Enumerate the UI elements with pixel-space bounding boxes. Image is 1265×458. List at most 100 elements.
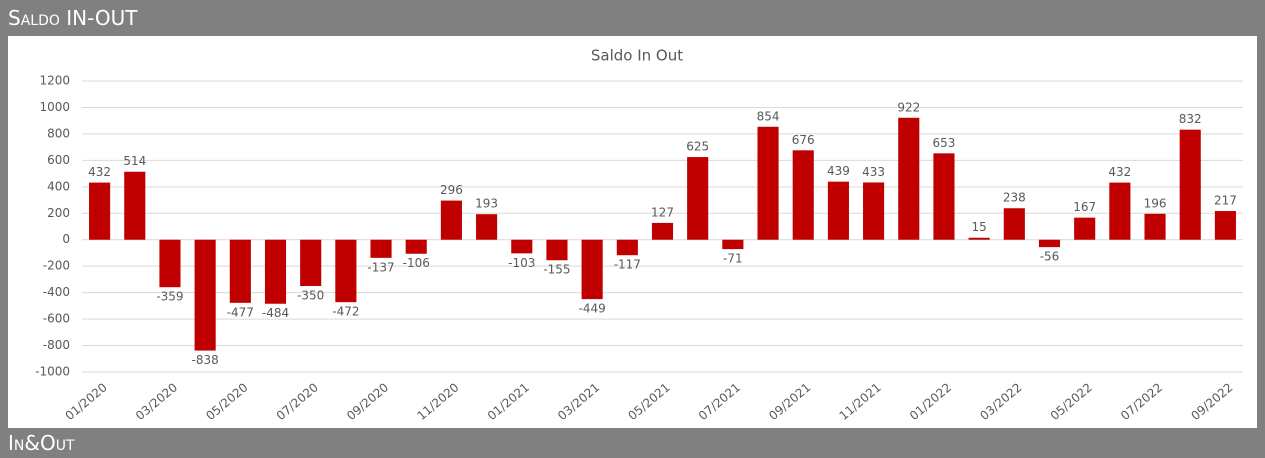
data-label: 433 (862, 165, 885, 179)
data-label: 217 (1214, 194, 1237, 208)
x-tick-label: 07/2020 (274, 380, 321, 423)
data-label: 167 (1073, 200, 1096, 214)
section-header: In&Out (0, 428, 1265, 458)
data-label: 922 (897, 100, 920, 114)
x-tick-label: 01/2022 (907, 380, 954, 423)
chart: Saldo In Out -1000 -800 -600 -400 -200 0 200 40… (8, 36, 1257, 428)
data-label: 238 (1003, 191, 1026, 205)
data-label: 193 (475, 197, 498, 211)
chart-title: Saldo In Out (591, 47, 683, 65)
bar (124, 171, 146, 240)
data-label: -155 (543, 263, 570, 277)
bar (300, 239, 322, 287)
bar (1038, 239, 1061, 248)
x-tick-label: 07/2021 (696, 380, 743, 423)
data-label: 432 (88, 165, 111, 179)
y-tick-label: -200 (43, 259, 70, 273)
y-tick-label: 1000 (39, 100, 70, 114)
y-tick-label: -400 (43, 285, 70, 299)
data-label: -449 (579, 302, 606, 316)
bar (194, 239, 216, 351)
bar (511, 239, 533, 254)
data-label: 296 (440, 183, 463, 197)
bar (687, 157, 709, 240)
x-tick-label: 09/2020 (344, 380, 391, 423)
data-label: 625 (686, 140, 709, 154)
bar (546, 239, 568, 261)
bar (1144, 213, 1166, 240)
y-tick-label: -600 (43, 312, 70, 326)
data-label: 653 (933, 136, 956, 150)
bar (898, 117, 920, 240)
bar (722, 239, 744, 250)
x-tick-label: 03/2020 (133, 380, 180, 423)
data-label: -472 (332, 305, 359, 319)
x-tick-label: 11/2020 (414, 380, 461, 423)
x-tick-label: 05/2020 (203, 380, 250, 423)
section-header: Saldo IN-OUT (0, 0, 1265, 36)
bar (616, 239, 638, 256)
data-label: 439 (827, 164, 850, 178)
bar (405, 239, 427, 254)
data-label: 196 (1144, 196, 1167, 210)
y-tick-label: 600 (47, 153, 70, 167)
bar (968, 237, 990, 240)
data-label: 127 (651, 205, 674, 219)
data-label: 832 (1179, 112, 1202, 126)
data-label: -103 (508, 256, 535, 270)
bar (370, 239, 392, 258)
data-label: -137 (367, 260, 394, 274)
bar (1074, 217, 1096, 240)
bar (792, 150, 814, 240)
bar (440, 200, 462, 240)
data-label: 514 (123, 154, 146, 168)
data-label: -838 (192, 353, 219, 367)
data-label: 432 (1108, 165, 1131, 179)
bar (1109, 182, 1131, 240)
bar (159, 239, 181, 288)
data-label: -359 (156, 290, 183, 304)
y-tick-label: 200 (47, 206, 70, 220)
data-label: -106 (403, 256, 430, 270)
data-label: -56 (1040, 250, 1060, 264)
y-tick-label: 1200 (39, 74, 70, 88)
x-tick-label: 03/2021 (555, 380, 602, 423)
x-tick-label: 05/2021 (625, 380, 672, 423)
y-tick-label: -800 (43, 338, 70, 352)
x-tick-label: 05/2022 (1048, 380, 1095, 423)
bar (476, 214, 498, 240)
x-tick-label: 11/2021 (837, 380, 884, 423)
bar (757, 126, 779, 240)
bar (651, 222, 674, 240)
x-tick-label: 09/2021 (766, 380, 813, 423)
y-tick-label: -1000 (35, 365, 70, 379)
bar (827, 181, 849, 240)
bar (933, 153, 955, 240)
data-label: 854 (757, 109, 780, 123)
y-tick-label: 800 (47, 126, 70, 140)
data-label: -484 (262, 306, 289, 320)
data-label: -477 (227, 305, 254, 319)
data-label: -71 (723, 252, 743, 266)
data-label: -117 (614, 258, 641, 272)
x-tick-label: 01/2020 (63, 380, 110, 423)
bar (1179, 129, 1201, 240)
x-tick-label: 01/2021 (485, 380, 532, 423)
x-tick-label: 09/2022 (1188, 380, 1235, 423)
bar (264, 239, 287, 304)
data-label: -350 (297, 289, 324, 303)
data-label: 15 (971, 220, 986, 234)
bar (581, 239, 603, 300)
bar (89, 182, 111, 240)
bar (335, 239, 357, 303)
y-tick-label: 0 (62, 232, 70, 246)
bar (863, 182, 885, 240)
bar (1003, 208, 1025, 240)
x-tick-label: 03/2022 (977, 380, 1024, 423)
data-label: 676 (792, 133, 815, 147)
bar (229, 239, 251, 303)
bar (1214, 211, 1236, 240)
x-tick-label: 07/2022 (1118, 380, 1165, 423)
y-tick-label: 400 (47, 179, 70, 193)
